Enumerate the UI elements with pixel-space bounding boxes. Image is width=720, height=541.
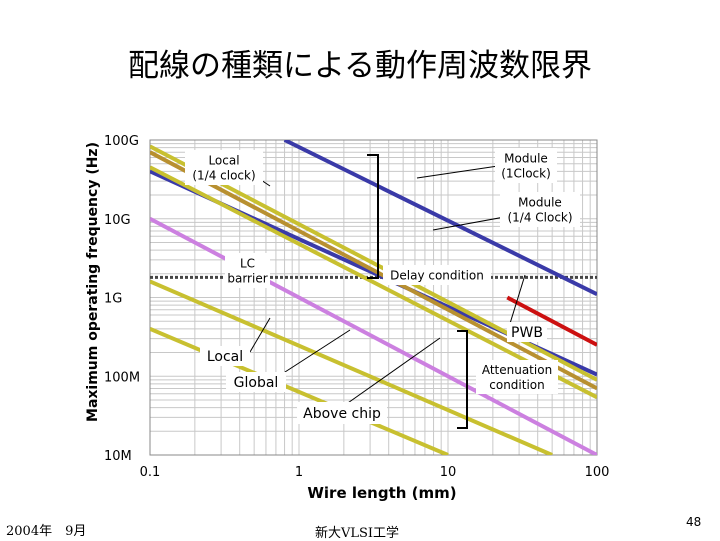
annotation-leader [507, 274, 526, 331]
annotation-label: LC [240, 256, 255, 270]
series-line-6 [150, 165, 597, 400]
annotation-box [495, 148, 557, 183]
annotation-box [383, 265, 491, 285]
series-line-3 [506, 295, 597, 347]
annotation-leader [249, 317, 271, 353]
series-line-7 [150, 217, 597, 455]
footer-date: 2004年 9月 [6, 524, 87, 539]
annotation-box [297, 402, 387, 424]
annotation-box [225, 253, 270, 288]
x-axis-label: Wire length (mm) [307, 484, 456, 502]
x-tick-label: 100 [585, 465, 610, 480]
x-tick-label: 1 [295, 465, 303, 480]
delay-bracket [367, 154, 379, 279]
slide-title: 配線の種類による動作周波数限界 [127, 48, 593, 84]
page-number: 48 [686, 515, 702, 529]
series-line-5 [150, 150, 597, 391]
annotation-label: Local [208, 153, 239, 167]
annotation-label: (1Clock) [501, 166, 551, 180]
series-line-1 [283, 140, 597, 296]
annotation-label: Module [504, 151, 548, 165]
annotation-box [476, 360, 558, 394]
annotation-leader [284, 329, 351, 373]
attenuation-bracket [457, 330, 468, 429]
annotation-label: condition [489, 378, 544, 392]
y-tick-label: 100M [104, 370, 140, 385]
annotation-label: Global [234, 375, 279, 391]
y-tick-label: 1G [104, 292, 122, 307]
annotation-box [200, 346, 250, 366]
annotation-box [507, 322, 547, 342]
plot-frame [149, 139, 598, 456]
series-line-9 [150, 326, 449, 455]
annotation-box [226, 372, 286, 392]
annotation-leader [344, 337, 441, 406]
annotation-label: Attenuation [482, 363, 552, 377]
x-tick-label: 10 [440, 465, 457, 480]
annotation-label: Above chip [303, 406, 381, 422]
annotation-label: (1/4 clock) [192, 168, 255, 182]
y-tick-label: 10M [104, 449, 132, 464]
x-tick-label: 0.1 [140, 465, 161, 480]
annotation-box [500, 192, 580, 227]
annotation-leader [416, 165, 499, 179]
annotation-label: (1/4 Clock) [507, 210, 572, 224]
annotation-label: PWB [511, 325, 543, 341]
annotation-label: Module [518, 195, 562, 209]
annotation-box [185, 150, 263, 185]
annotation-label: barrier [227, 271, 267, 285]
footer-course: 新大VLSI工学 [315, 526, 400, 541]
annotation-label: Delay condition [390, 268, 484, 282]
y-axis-label: Maximum operating frequency (Hz) [85, 142, 101, 422]
series-group [150, 140, 597, 455]
annotation-label: Local [207, 349, 243, 365]
y-tick-label: 100G [104, 134, 139, 149]
y-tick-label: 10G [104, 213, 131, 228]
series-line-8 [150, 279, 553, 455]
annotation-leader [432, 215, 511, 231]
